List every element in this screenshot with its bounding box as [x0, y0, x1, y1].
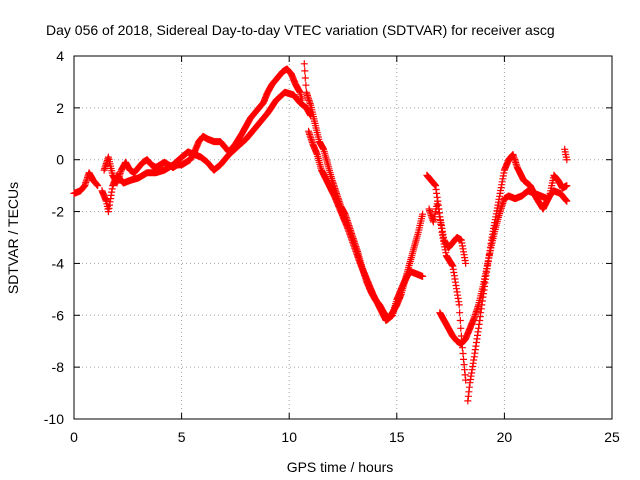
series-arc-3 [98, 88, 315, 216]
data-point-markers [305, 127, 427, 324]
series-arc-7 [425, 197, 470, 384]
y-tick-label: -4 [52, 255, 65, 271]
plot-frame [73, 55, 613, 420]
x-tick-label: 25 [604, 429, 620, 445]
y-tick-label: -10 [44, 411, 64, 427]
data-point-markers [464, 151, 571, 405]
data-point-markers [425, 197, 470, 384]
x-tick-label: 20 [497, 429, 513, 445]
x-tick-label: 5 [178, 429, 186, 445]
series-arc-10 [561, 145, 571, 164]
x-axis-label: GPS time / hours [287, 459, 394, 475]
series-arc-5 [305, 127, 427, 324]
y-tick-label: -2 [52, 204, 65, 220]
grid [74, 56, 612, 419]
data-point-markers [70, 169, 102, 197]
y-tick-label: -6 [52, 307, 65, 323]
x-tick-label: 10 [281, 429, 297, 445]
y-axis-label: SDTVAR / TECUs [5, 182, 21, 294]
chart-title: Day 056 of 2018, Sidereal Day-to-day VTE… [46, 22, 555, 38]
x-tick-label: 0 [70, 429, 78, 445]
data-point-markers [100, 65, 306, 187]
data-series [70, 60, 571, 405]
data-point-markers [98, 88, 315, 216]
x-tick-label: 15 [389, 429, 405, 445]
data-point-markers [561, 145, 571, 164]
series-arc-2 [100, 65, 306, 187]
y-tick-label: 4 [56, 48, 64, 64]
y-tick-label: 2 [56, 100, 64, 116]
y-tick-label: -8 [52, 359, 65, 375]
series-arc-9 [464, 151, 571, 405]
y-tick-label: 0 [56, 152, 64, 168]
series-arc-1 [70, 169, 102, 197]
